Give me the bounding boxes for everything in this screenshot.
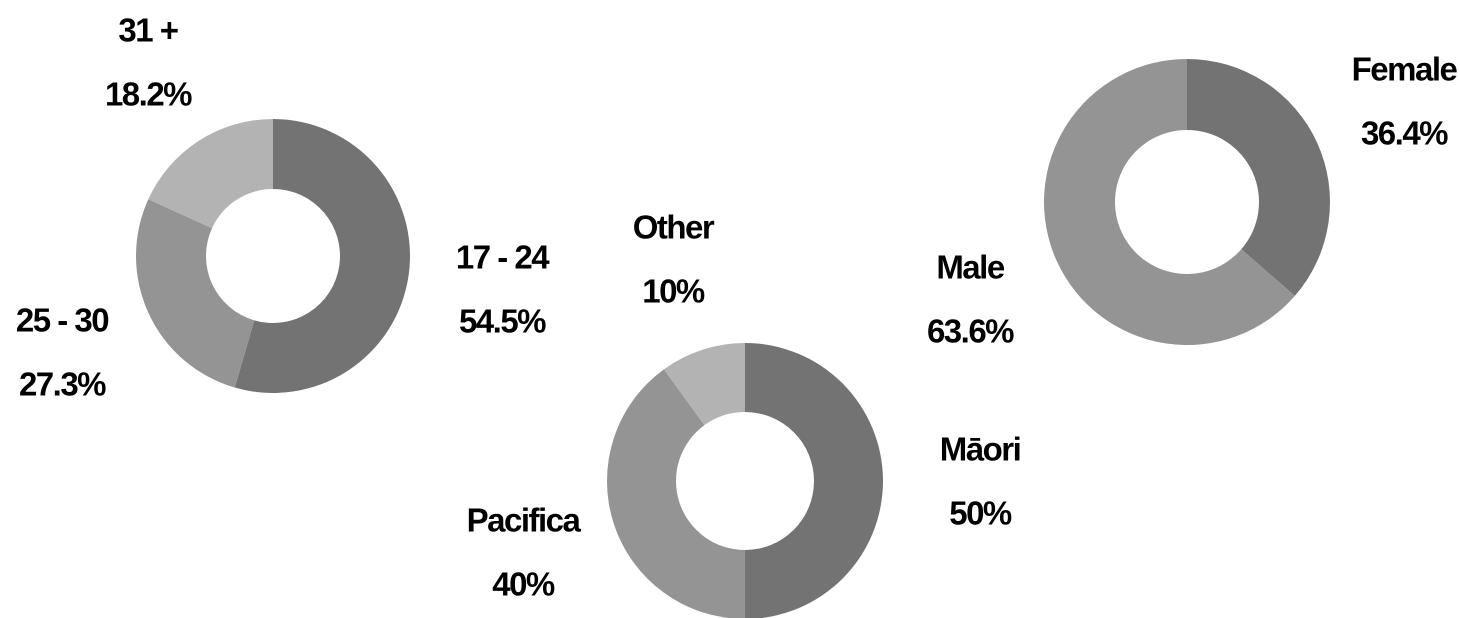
value-label: 63.6% xyxy=(927,313,1014,350)
value-label: 18.2% xyxy=(105,76,192,113)
donut-segment xyxy=(148,119,273,229)
category-label: Other xyxy=(633,209,715,246)
donut-segment xyxy=(1044,59,1295,345)
category-label: Pacifica xyxy=(467,502,582,539)
value-label: 36.4% xyxy=(1361,115,1448,152)
donut-segment xyxy=(1187,59,1330,296)
value-label: 40% xyxy=(492,566,555,603)
category-label: Māori xyxy=(940,431,1021,468)
value-label: 50% xyxy=(949,495,1012,532)
donut-segment xyxy=(663,343,745,426)
category-label: Male xyxy=(936,249,1005,286)
value-label: 54.5% xyxy=(459,303,546,340)
donut-segment xyxy=(234,119,411,393)
category-label: 31 + xyxy=(118,12,177,49)
category-label: 25 - 30 xyxy=(16,302,108,339)
category-label: 17 - 24 xyxy=(456,239,550,276)
donut-segment xyxy=(136,199,255,388)
donut-segment xyxy=(607,369,745,618)
value-label: 10% xyxy=(642,273,705,310)
donut-segment xyxy=(745,343,883,618)
category-label: Female xyxy=(1352,51,1458,88)
value-label: 27.3% xyxy=(19,366,106,403)
